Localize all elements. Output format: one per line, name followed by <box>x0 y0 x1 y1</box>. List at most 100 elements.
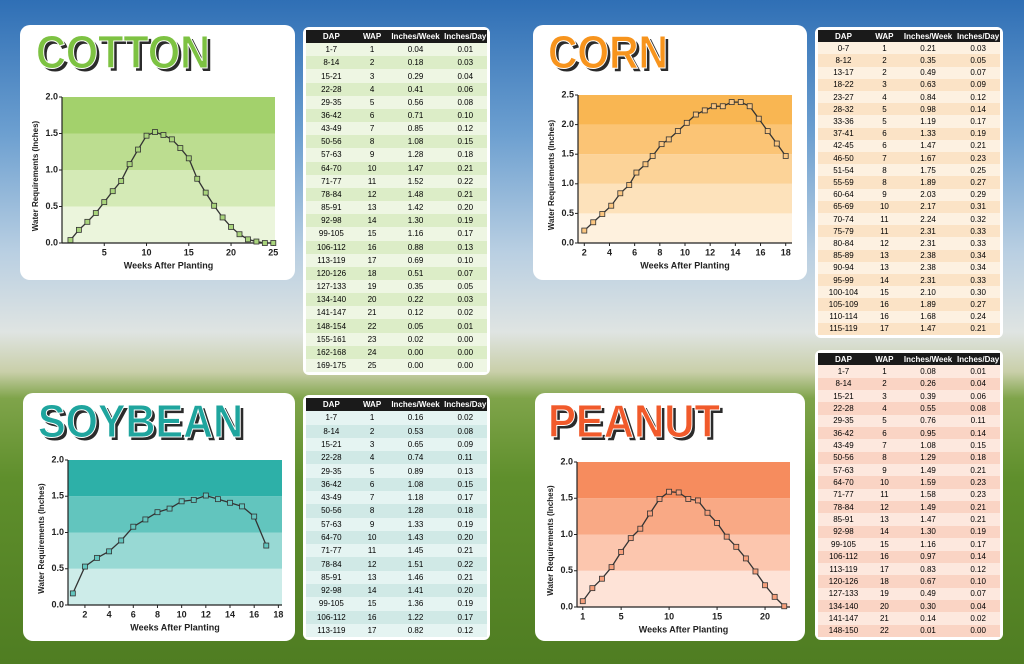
band <box>68 460 282 497</box>
table-cell: 4 <box>882 92 887 102</box>
table-cell: 0.14 <box>970 104 986 114</box>
y-tick-label: 0.0 <box>51 599 64 609</box>
y-axis-label: Water Requirements (Inches) <box>31 120 40 231</box>
table-cell: 0.83 <box>920 564 936 574</box>
x-axis-label: Weeks After Planting <box>639 624 729 634</box>
table-cell: 70-74 <box>833 214 854 224</box>
table-cell: 29-35 <box>321 97 342 107</box>
table-cell: 0.15 <box>970 441 986 451</box>
table-cell: 85-91 <box>321 203 342 213</box>
table-row: 8-14 2 0.18 0.03 <box>306 56 487 70</box>
table-row: 92-98 14 1.41 0.20 <box>306 583 487 598</box>
table-cell: 0.41 <box>407 84 424 94</box>
table-row: 51-54 8 1.75 0.25 <box>818 164 1000 177</box>
x-tick-label: 5 <box>619 611 624 621</box>
table-cell: 0.00 <box>457 347 474 357</box>
table-cell: 110-114 <box>829 312 858 322</box>
data-point <box>675 489 682 496</box>
chart-title: COTTON <box>36 26 210 78</box>
table-cell: 0.19 <box>457 216 474 226</box>
chart-title-shadow: COTTON <box>39 29 213 81</box>
table-cell: 0.10 <box>457 255 474 265</box>
header-cell: DAP <box>835 354 852 364</box>
table-cell: 0.05 <box>970 56 986 65</box>
table-cell: 148-150 <box>828 626 859 636</box>
band <box>577 462 790 499</box>
table-cell: 1.08 <box>407 137 424 147</box>
table-row: 148-150 22 0.01 0.00 <box>818 624 1000 637</box>
table-cell: 0.22 <box>457 559 474 569</box>
table-cell: 20 <box>879 601 889 611</box>
data-point <box>253 238 260 245</box>
table-cell: 19 <box>367 282 377 292</box>
x-tick-label: 4 <box>607 247 612 257</box>
x-tick-label: 8 <box>155 609 160 619</box>
data-point <box>166 505 173 512</box>
table-row: 60-64 9 2.03 0.29 <box>818 188 1000 201</box>
y-tick-label: 0.0 <box>560 601 573 611</box>
table-cell: 0.21 <box>970 465 986 475</box>
data-point <box>723 533 730 540</box>
data-point <box>658 141 665 148</box>
y-axis-label: Water Requirements (Inches) <box>547 119 556 230</box>
x-tick-label: 12 <box>201 609 211 619</box>
table-row: 134-140 20 0.30 0.04 <box>818 599 1000 613</box>
table-row: 13-17 2 0.49 0.07 <box>818 66 1000 79</box>
data-point <box>665 136 672 143</box>
table-cell: 0.21 <box>970 502 986 512</box>
table-cell: 141-147 <box>316 308 347 318</box>
data-point <box>692 111 699 118</box>
band <box>68 532 282 569</box>
data-point <box>236 231 243 238</box>
table-row: 29-35 5 0.89 0.13 <box>306 464 487 478</box>
table-cell: 1.52 <box>407 176 424 186</box>
table-cell: 8 <box>369 506 375 516</box>
table-cell: 0.30 <box>920 601 936 611</box>
table-cell: 36-42 <box>321 479 342 489</box>
band <box>578 124 792 155</box>
table-row: 110-114 16 1.68 0.24 <box>818 310 1000 323</box>
x-tick-label: 4 <box>107 609 112 619</box>
table-cell: 11 <box>880 214 889 224</box>
data-point <box>656 496 663 502</box>
table-cell: 0.11 <box>457 453 473 463</box>
table-row: 65-69 10 2.17 0.31 <box>818 200 1000 214</box>
table-cell: 0.21 <box>457 546 474 556</box>
table-cell: 2 <box>369 58 375 68</box>
data-point <box>590 219 597 226</box>
x-tick-label: 16 <box>249 609 259 619</box>
table-cell: 1.42 <box>407 203 424 213</box>
chart-title: CORN <box>548 26 668 78</box>
table-row: 50-56 8 1.28 0.18 <box>306 504 487 518</box>
table-cell: 0.21 <box>970 324 986 334</box>
table-cell: 15 <box>367 229 377 239</box>
data-point <box>737 99 744 106</box>
table-cell: 0.85 <box>407 124 424 134</box>
data-point <box>202 189 209 196</box>
table-cell: 1.45 <box>407 546 424 556</box>
table-cell: 0.34 <box>970 251 986 261</box>
table-row: 120-126 18 0.51 0.07 <box>306 266 487 280</box>
y-tick-label: 2.0 <box>561 119 574 129</box>
table-cell: 0.55 <box>920 404 936 414</box>
table-cell: 0.19 <box>970 527 986 537</box>
table-cell: 0.04 <box>970 601 986 611</box>
table-cell: 0.34 <box>970 263 986 273</box>
table-cell: 106-112 <box>829 552 858 562</box>
data-point <box>109 188 116 195</box>
data-point <box>617 190 624 197</box>
table-row: 105-109 16 1.89 0.27 <box>818 298 1000 311</box>
table-cell: 19 <box>879 589 889 599</box>
table-row: 64-70 10 1.59 0.23 <box>818 476 1000 489</box>
table-cell: 2 <box>882 68 887 78</box>
data-point <box>649 153 656 159</box>
table-row: 169-175 25 0.00 0.00 <box>306 358 487 373</box>
table-row: 134-140 20 0.22 0.03 <box>306 293 487 307</box>
table-cell: 0.06 <box>457 84 474 94</box>
data-point <box>637 525 644 532</box>
table-cell: 148-154 <box>316 321 347 331</box>
table-row: 15-21 3 0.29 0.04 <box>306 69 487 83</box>
x-tick-label: 5 <box>102 247 107 257</box>
data-line <box>582 491 785 607</box>
data-point <box>130 523 137 530</box>
